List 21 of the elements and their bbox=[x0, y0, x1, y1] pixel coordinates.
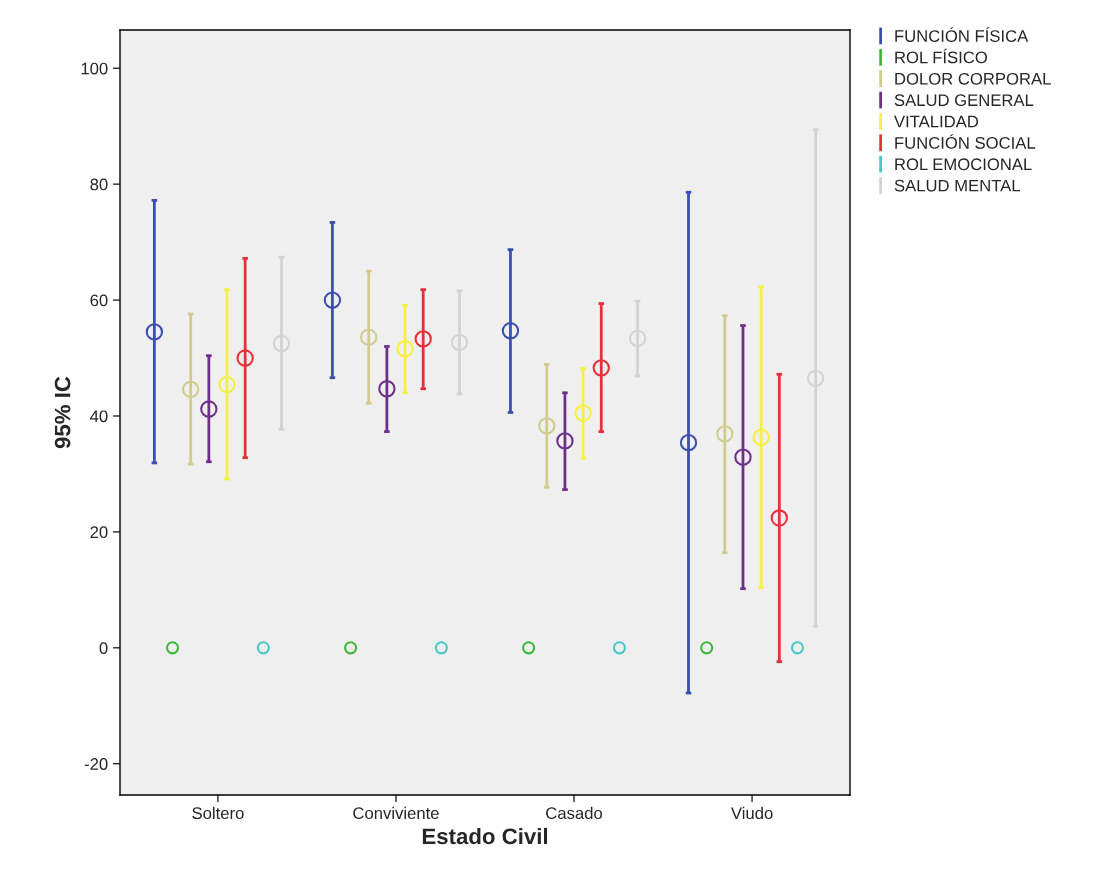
legend-label: ROL EMOCIONAL bbox=[895, 158, 1032, 171]
x-tick-label: Conviviente bbox=[353, 806, 439, 820]
x-axis-title: Estado Civil bbox=[422, 827, 548, 845]
x-tick-label: Casado bbox=[546, 806, 603, 820]
y-tick-label: -20 bbox=[84, 758, 108, 770]
legend-label: SALUD GENERAL bbox=[894, 94, 1034, 107]
y-tick-label: 80 bbox=[90, 178, 108, 191]
legend-label: FUNCIÓN SOCIAL bbox=[895, 134, 1036, 149]
legend-label: FUNCIÓN FÍSICA bbox=[895, 27, 1029, 42]
legend-label: SALUD MENTAL bbox=[894, 179, 1020, 192]
y-tick-label: 20 bbox=[90, 526, 108, 539]
y-tick-label: 100 bbox=[81, 62, 108, 75]
x-tick-label: Viudo bbox=[730, 806, 773, 820]
x-tick-label: Soltero bbox=[192, 806, 244, 820]
y-axis-title: 95% IC bbox=[54, 376, 71, 449]
legend-label: VITALIDAD bbox=[894, 115, 979, 128]
y-tick-label: 60 bbox=[90, 294, 108, 307]
legend-label: ROL FÍSICO bbox=[895, 48, 987, 64]
legend-label: DOLOR CORPORAL bbox=[895, 72, 1051, 85]
y-tick-label: 0 bbox=[99, 642, 108, 654]
y-tick-label: 40 bbox=[90, 410, 108, 423]
